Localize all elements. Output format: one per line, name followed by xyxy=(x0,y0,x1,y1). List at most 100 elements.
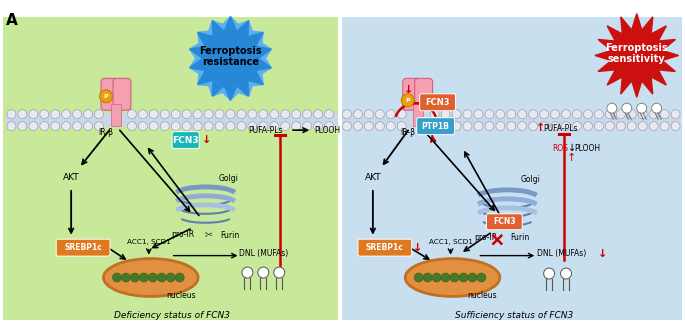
Circle shape xyxy=(215,110,224,119)
Text: ↓: ↓ xyxy=(403,85,413,95)
Text: ↓: ↓ xyxy=(598,249,608,258)
Circle shape xyxy=(226,122,235,131)
Circle shape xyxy=(51,110,60,119)
Circle shape xyxy=(518,122,527,131)
Circle shape xyxy=(606,122,614,131)
Circle shape xyxy=(274,267,285,278)
Circle shape xyxy=(342,110,351,119)
Circle shape xyxy=(160,110,169,119)
Circle shape xyxy=(485,122,494,131)
Circle shape xyxy=(452,122,461,131)
Text: pro-IR: pro-IR xyxy=(171,230,195,239)
Circle shape xyxy=(303,122,312,131)
Circle shape xyxy=(584,110,593,119)
Circle shape xyxy=(649,110,658,119)
Text: pro-IR: pro-IR xyxy=(474,233,497,242)
Circle shape xyxy=(616,122,625,131)
Text: P: P xyxy=(103,94,108,99)
Circle shape xyxy=(529,122,538,131)
Text: A: A xyxy=(5,13,17,28)
Text: AKT: AKT xyxy=(63,174,79,182)
Text: SREBP1c: SREBP1c xyxy=(64,243,102,252)
Circle shape xyxy=(242,267,253,278)
Circle shape xyxy=(364,122,373,131)
Circle shape xyxy=(606,110,614,119)
Circle shape xyxy=(560,268,571,279)
Text: Ferroptosis
resistance: Ferroptosis resistance xyxy=(199,46,262,67)
Circle shape xyxy=(18,122,27,131)
Circle shape xyxy=(529,110,538,119)
Text: PUFA-PLs: PUFA-PLs xyxy=(249,126,283,134)
Circle shape xyxy=(468,273,477,282)
Circle shape xyxy=(551,110,560,119)
Circle shape xyxy=(303,110,312,119)
Circle shape xyxy=(518,110,527,119)
Bar xyxy=(342,113,680,127)
Text: Golgi: Golgi xyxy=(521,175,540,184)
Circle shape xyxy=(660,122,669,131)
Text: ✂: ✂ xyxy=(205,230,212,240)
Circle shape xyxy=(292,122,301,131)
Circle shape xyxy=(138,110,147,119)
Circle shape xyxy=(627,110,636,119)
Circle shape xyxy=(627,122,636,131)
Text: P: P xyxy=(406,98,410,103)
Circle shape xyxy=(139,273,149,282)
Circle shape xyxy=(99,90,112,103)
Circle shape xyxy=(584,122,593,131)
Circle shape xyxy=(496,110,505,119)
Circle shape xyxy=(507,122,516,131)
Circle shape xyxy=(62,122,71,131)
Circle shape xyxy=(562,122,571,131)
Circle shape xyxy=(292,110,301,119)
Circle shape xyxy=(441,273,450,282)
Circle shape xyxy=(182,110,191,119)
Circle shape xyxy=(671,110,680,119)
Circle shape xyxy=(414,273,423,282)
Circle shape xyxy=(432,273,441,282)
Circle shape xyxy=(95,110,103,119)
Circle shape xyxy=(386,110,395,119)
Circle shape xyxy=(638,122,647,131)
Bar xyxy=(412,104,423,126)
Text: SREBP1c: SREBP1c xyxy=(366,243,403,252)
Bar xyxy=(111,104,121,126)
Circle shape xyxy=(121,273,130,282)
Circle shape xyxy=(397,110,406,119)
Text: Sufficiency status of FCN3: Sufficiency status of FCN3 xyxy=(455,311,573,320)
Circle shape xyxy=(342,122,351,131)
Text: Golgi: Golgi xyxy=(219,174,238,183)
Circle shape xyxy=(595,110,603,119)
Circle shape xyxy=(423,273,432,282)
Circle shape xyxy=(281,122,290,131)
FancyBboxPatch shape xyxy=(56,239,110,256)
Text: ROS: ROS xyxy=(552,144,568,153)
Bar xyxy=(340,17,682,320)
Circle shape xyxy=(62,110,71,119)
Circle shape xyxy=(84,110,92,119)
Circle shape xyxy=(459,273,468,282)
Circle shape xyxy=(325,122,334,131)
Text: ↑: ↑ xyxy=(567,153,576,163)
Circle shape xyxy=(29,110,38,119)
Circle shape xyxy=(441,122,450,131)
Circle shape xyxy=(127,110,136,119)
Text: AKT: AKT xyxy=(364,174,381,182)
Circle shape xyxy=(386,122,395,131)
Circle shape xyxy=(226,110,235,119)
Circle shape xyxy=(544,268,555,279)
Circle shape xyxy=(182,122,191,131)
FancyBboxPatch shape xyxy=(416,118,455,134)
Text: IR-β: IR-β xyxy=(99,128,114,137)
Circle shape xyxy=(430,110,439,119)
Circle shape xyxy=(18,110,27,119)
Circle shape xyxy=(171,122,180,131)
Text: PLOOH: PLOOH xyxy=(574,144,600,153)
Circle shape xyxy=(353,110,362,119)
Text: nucleus: nucleus xyxy=(468,292,497,300)
Circle shape xyxy=(573,122,582,131)
Circle shape xyxy=(452,110,461,119)
FancyBboxPatch shape xyxy=(414,78,433,110)
Circle shape xyxy=(638,110,647,119)
Circle shape xyxy=(193,122,202,131)
